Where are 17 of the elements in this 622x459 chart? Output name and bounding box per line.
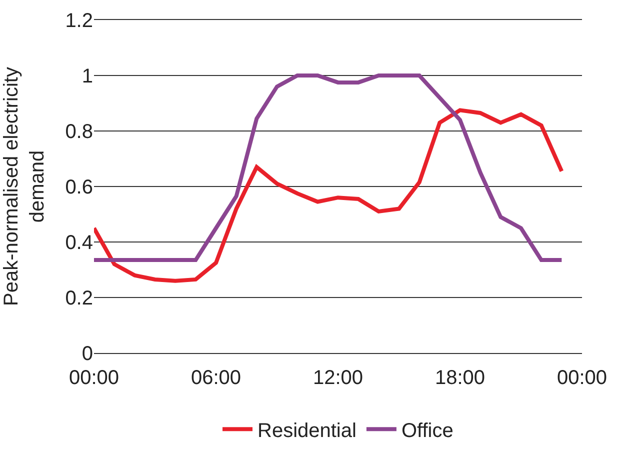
line-series [94, 74, 564, 262]
x-tick-label: 18:00 [434, 367, 486, 389]
y-tick-label: 0 [82, 343, 93, 365]
x-tick-label: 06:00 [190, 367, 242, 389]
legend-label: Office [401, 420, 454, 442]
x-tick-label: 12:00 [312, 367, 364, 389]
y-tick-label: 0.6 [65, 176, 93, 198]
x-tick-label: 00:00 [68, 367, 120, 389]
legend-label: Residential [258, 420, 356, 442]
y-tick-label: 0.2 [65, 288, 93, 310]
y-tick-label: 0.8 [65, 121, 93, 143]
y-axis-title: Peak-normalised electricity demand [0, 67, 49, 306]
line-series [94, 108, 564, 283]
y-tick-label: 1 [82, 66, 93, 88]
y-tick-label: 0.4 [65, 232, 93, 254]
y-tick-label: 1.2 [65, 10, 93, 32]
x-tick-label: 00:00 [556, 367, 608, 389]
